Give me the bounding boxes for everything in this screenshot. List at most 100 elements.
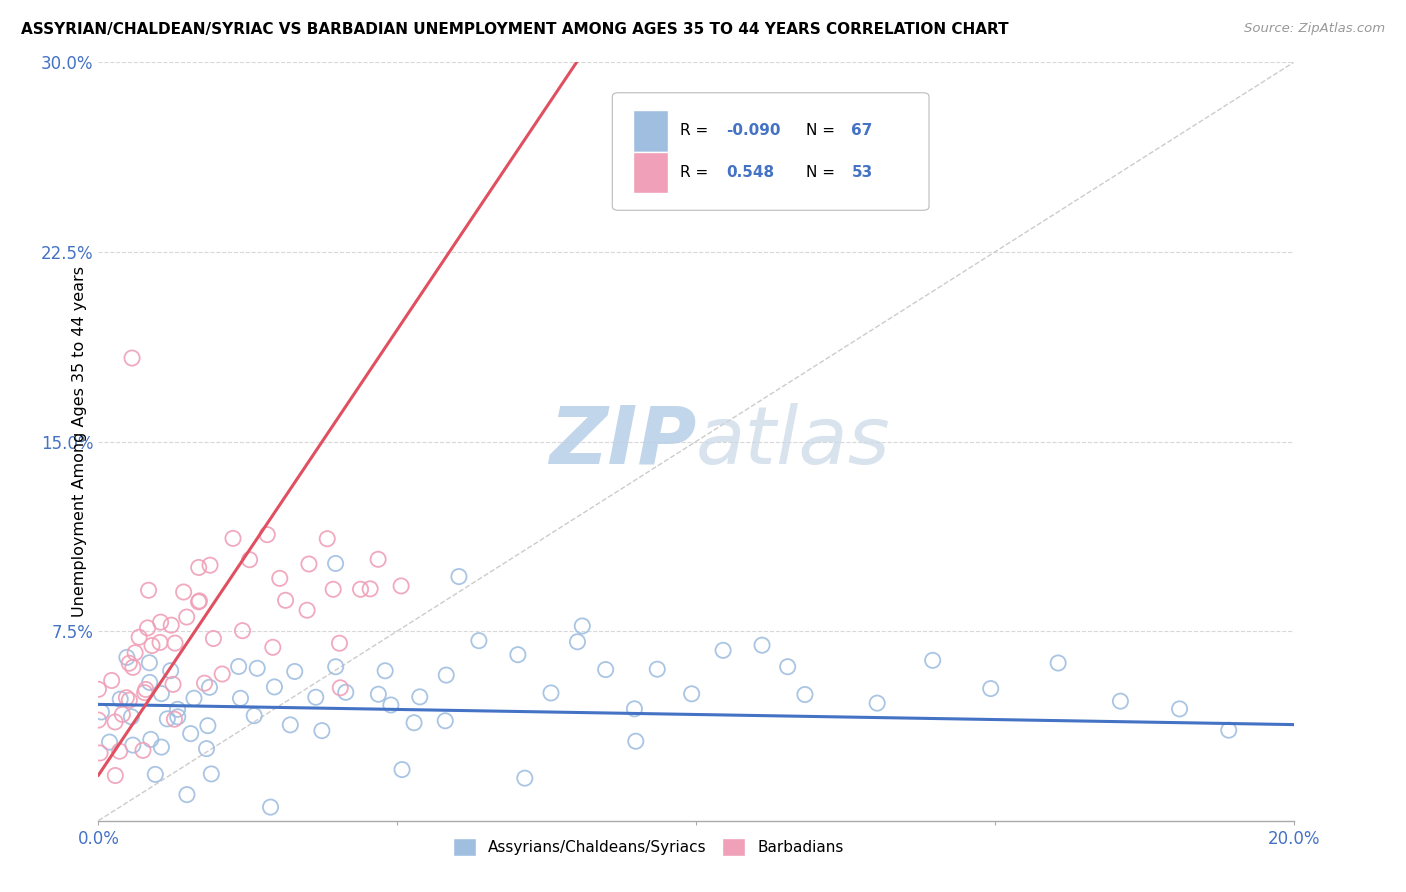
Point: [115, 650, 138, 665]
Point: [118, 657, 141, 671]
Point: [149, 615, 172, 629]
Point: [506, 648, 529, 662]
Point: [211, 667, 233, 681]
Point: [540, 686, 562, 700]
Point: [645, 662, 668, 676]
Point: [322, 582, 344, 597]
Point: [104, 768, 127, 782]
Point: [121, 351, 143, 365]
Point: [104, 714, 127, 729]
Text: 67: 67: [852, 123, 873, 138]
Point: [143, 767, 166, 781]
Point: [200, 767, 222, 781]
Point: [374, 664, 396, 678]
Text: R =: R =: [681, 123, 714, 138]
Point: [776, 659, 799, 673]
Point: [176, 610, 198, 624]
Point: [389, 579, 412, 593]
Point: [135, 682, 157, 697]
Point: [229, 691, 252, 706]
Point: [222, 532, 245, 546]
Point: [188, 594, 211, 608]
Point: [156, 712, 179, 726]
Text: ASSYRIAN/CHALDEAN/SYRIAC VS BARBADIAN UNEMPLOYMENT AMONG AGES 35 TO 44 YEARS COR: ASSYRIAN/CHALDEAN/SYRIAC VS BARBADIAN UN…: [21, 22, 1008, 37]
Point: [980, 681, 1002, 696]
Point: [256, 527, 278, 541]
Point: [571, 619, 593, 633]
Point: [284, 665, 307, 679]
Point: [122, 738, 145, 752]
Point: [325, 557, 347, 571]
Point: [311, 723, 333, 738]
Point: [111, 707, 134, 722]
Point: [108, 744, 131, 758]
Point: [711, 643, 734, 657]
Point: [173, 585, 195, 599]
Point: [794, 688, 817, 702]
Point: [402, 715, 425, 730]
Point: [159, 664, 181, 678]
Point: [409, 690, 432, 704]
Point: [434, 714, 457, 728]
Text: 0.548: 0.548: [725, 165, 773, 180]
Point: [166, 702, 188, 716]
Point: [138, 656, 160, 670]
Point: [274, 593, 297, 607]
Point: [89, 746, 111, 760]
Point: [231, 624, 253, 638]
Point: [195, 741, 218, 756]
Text: N =: N =: [806, 165, 839, 180]
Point: [243, 708, 266, 723]
Point: [329, 681, 352, 695]
Point: [1168, 702, 1191, 716]
Text: Source: ZipAtlas.com: Source: ZipAtlas.com: [1244, 22, 1385, 36]
Point: [921, 653, 943, 667]
Point: [197, 719, 219, 733]
Point: [359, 582, 381, 596]
Point: [162, 677, 184, 691]
Point: [124, 646, 146, 660]
Point: [183, 691, 205, 706]
Point: [160, 618, 183, 632]
Point: [468, 633, 491, 648]
Point: [447, 569, 470, 583]
Point: [246, 661, 269, 675]
Point: [325, 659, 347, 673]
Point: [269, 571, 291, 585]
Point: [681, 687, 703, 701]
Point: [120, 710, 142, 724]
Point: [87, 713, 110, 727]
Point: [513, 771, 536, 785]
Point: [128, 630, 150, 644]
Point: [305, 690, 328, 705]
Point: [866, 696, 889, 710]
Point: [100, 673, 122, 688]
Point: [624, 734, 647, 748]
Point: [278, 718, 301, 732]
Point: [328, 636, 350, 650]
Point: [623, 702, 645, 716]
Point: [295, 603, 318, 617]
Point: [202, 632, 225, 646]
Point: [180, 726, 202, 740]
Point: [138, 675, 160, 690]
Point: [139, 732, 162, 747]
Point: [298, 557, 321, 571]
Point: [134, 685, 156, 699]
Point: [434, 668, 457, 682]
Point: [335, 685, 357, 699]
Point: [110, 692, 132, 706]
FancyBboxPatch shape: [613, 93, 929, 211]
Point: [132, 743, 155, 757]
Point: [187, 560, 209, 574]
FancyBboxPatch shape: [633, 110, 668, 152]
Text: 53: 53: [852, 165, 873, 180]
Point: [115, 690, 138, 705]
Point: [150, 740, 173, 755]
Text: -0.090: -0.090: [725, 123, 780, 138]
Point: [193, 676, 215, 690]
Point: [198, 681, 221, 695]
Text: R =: R =: [681, 165, 714, 180]
Point: [391, 763, 413, 777]
Point: [122, 660, 145, 674]
